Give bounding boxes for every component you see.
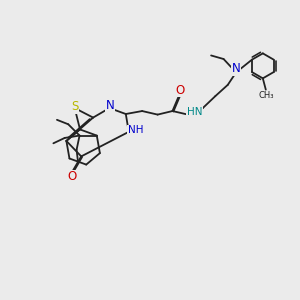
Text: N: N (232, 62, 241, 75)
Text: NH: NH (128, 125, 143, 135)
Text: O: O (68, 170, 77, 183)
Text: S: S (71, 100, 78, 113)
Text: CH₃: CH₃ (258, 91, 274, 100)
Text: HN: HN (187, 106, 202, 117)
Text: N: N (106, 99, 114, 112)
Text: O: O (176, 84, 185, 97)
